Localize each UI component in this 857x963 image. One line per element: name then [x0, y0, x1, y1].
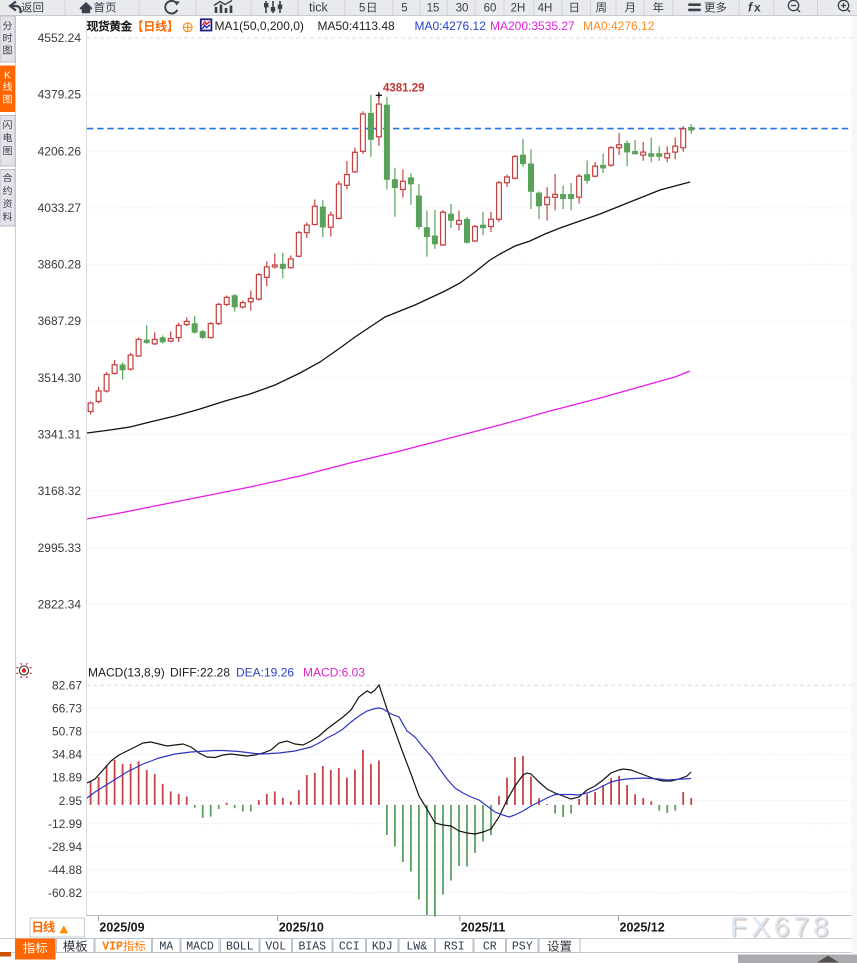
svg-text:LW&: LW& — [406, 940, 427, 953]
svg-text:PSY: PSY — [512, 940, 533, 953]
svg-text:5: 5 — [401, 3, 407, 15]
svg-text:tick: tick — [309, 1, 329, 15]
svg-text:BOLL: BOLL — [226, 940, 254, 953]
svg-text:MACD(13,8,9): MACD(13,8,9) — [88, 666, 165, 680]
svg-text:3168.32: 3168.32 — [38, 484, 82, 498]
svg-text:2025/11: 2025/11 — [461, 921, 506, 935]
svg-text:MA1(50,0,200,0): MA1(50,0,200,0) — [215, 19, 304, 33]
svg-text:MA0:4276.12: MA0:4276.12 — [415, 19, 487, 33]
svg-text:3860.28: 3860.28 — [38, 258, 82, 272]
svg-text:30: 30 — [456, 3, 469, 15]
svg-text:2H: 2H — [511, 3, 526, 15]
svg-text:82.67: 82.67 — [52, 679, 82, 693]
svg-text:66.73: 66.73 — [52, 702, 82, 716]
svg-text:CR: CR — [483, 940, 497, 953]
svg-text:2025/10: 2025/10 — [279, 921, 324, 935]
svg-text:FX678: FX678 — [730, 911, 833, 942]
svg-text:-28.94: -28.94 — [48, 840, 82, 854]
svg-text:x: x — [754, 1, 761, 15]
svg-text:-44.88: -44.88 — [48, 863, 82, 877]
svg-text:-60.82: -60.82 — [48, 886, 82, 900]
svg-text:BIAS: BIAS — [298, 940, 326, 953]
svg-text:4379.25: 4379.25 — [38, 88, 82, 102]
svg-text:2025/09: 2025/09 — [99, 921, 144, 935]
svg-text:4033.27: 4033.27 — [38, 201, 82, 215]
svg-text:3687.29: 3687.29 — [38, 314, 82, 328]
svg-text:f: f — [748, 1, 754, 15]
svg-text:15: 15 — [427, 3, 440, 15]
svg-text:2822.34: 2822.34 — [38, 597, 82, 611]
svg-text:DEA:19.26: DEA:19.26 — [236, 666, 294, 680]
svg-text:50.78: 50.78 — [52, 725, 82, 739]
svg-text:MACD:6.03: MACD:6.03 — [303, 666, 365, 680]
svg-text:FX678: FX678 — [732, 913, 835, 944]
svg-text:60: 60 — [484, 3, 497, 15]
svg-text:18.89: 18.89 — [52, 771, 82, 785]
svg-text:RSI: RSI — [444, 940, 465, 953]
svg-text:2025/12: 2025/12 — [620, 921, 665, 935]
svg-text:MACD: MACD — [186, 940, 214, 953]
svg-text:4552.24: 4552.24 — [38, 31, 82, 45]
svg-text:4381.29: 4381.29 — [383, 83, 425, 95]
svg-text:MA0:4276.12: MA0:4276.12 — [583, 19, 655, 33]
svg-text:4H: 4H — [538, 3, 553, 15]
svg-text:2.95: 2.95 — [59, 794, 83, 808]
svg-text:-12.99: -12.99 — [48, 817, 82, 831]
svg-text:VOL: VOL — [265, 940, 286, 953]
svg-text:DIFF:22.28: DIFF:22.28 — [170, 666, 230, 680]
svg-text:3341.31: 3341.31 — [38, 428, 82, 442]
svg-text:VIP: VIP — [102, 941, 123, 954]
svg-text:KDJ: KDJ — [372, 940, 393, 953]
svg-text:2995.33: 2995.33 — [38, 541, 82, 555]
svg-text:CCI: CCI — [339, 940, 360, 953]
svg-text:MA50:4113.48: MA50:4113.48 — [318, 19, 395, 33]
svg-text:MA200:3535.27: MA200:3535.27 — [490, 19, 575, 33]
svg-text:MA: MA — [159, 940, 173, 953]
svg-text:34.84: 34.84 — [52, 748, 82, 762]
svg-text:5: 5 — [359, 3, 365, 15]
svg-text:4206.26: 4206.26 — [38, 144, 82, 158]
svg-text:3514.30: 3514.30 — [38, 371, 82, 385]
svg-text:K: K — [4, 70, 11, 82]
